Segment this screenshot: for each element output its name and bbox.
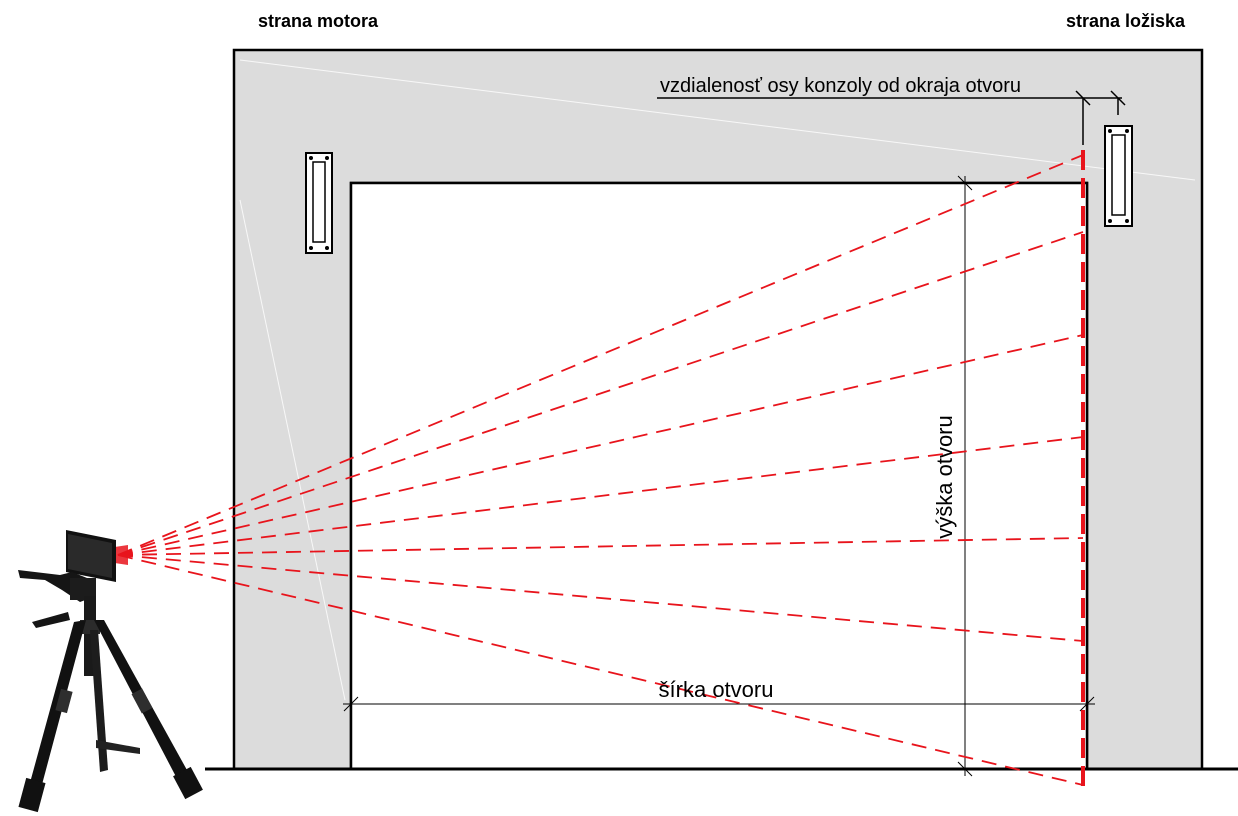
- laser-beam: [117, 554, 1084, 642]
- bracket-right-icon: [1104, 125, 1133, 227]
- width-dimension: [343, 696, 1095, 712]
- laser-beam: [117, 537, 1084, 556]
- laser-beam: [117, 436, 1084, 556]
- door-opening: [349, 181, 1089, 771]
- wall-faint-lines: [239, 59, 1196, 701]
- laser-tripod-icon: [18, 530, 203, 813]
- laser-beam: [117, 554, 1084, 786]
- laser-beam: [117, 154, 1084, 556]
- bracket-left-icon: [305, 152, 333, 254]
- bearing-side-label: strana ložiska: [1066, 11, 1186, 31]
- bracket-distance-label: vzdialenosť osy konzoly od okraja otvoru: [660, 75, 1021, 97]
- laser-beam: [117, 231, 1084, 556]
- bracket-distance-dimension: [657, 90, 1126, 145]
- motor-side-label: strana motora: [258, 11, 379, 31]
- opening-width-label: šírka otvoru: [659, 677, 774, 702]
- laser-beam: [117, 334, 1084, 556]
- laser-beams: [117, 154, 1084, 786]
- height-dimension: [957, 175, 973, 777]
- opening-height-label: výška otvoru: [932, 415, 957, 539]
